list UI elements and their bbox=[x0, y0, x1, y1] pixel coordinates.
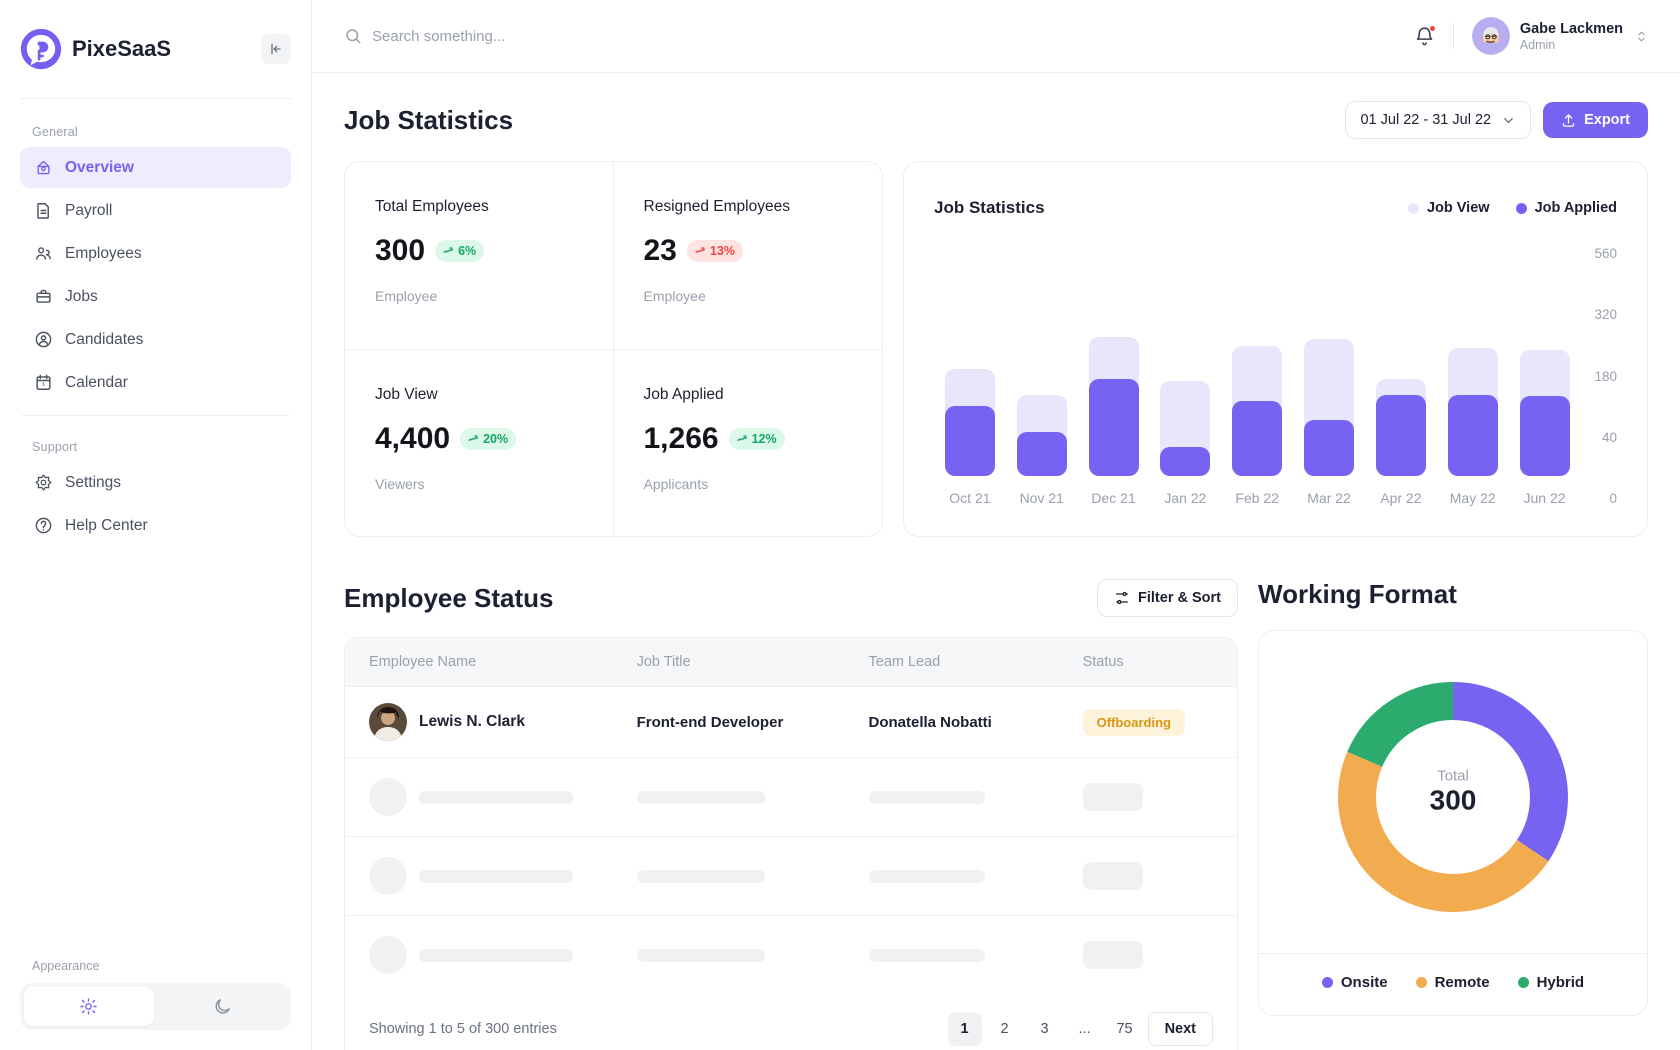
svg-text:1: 1 bbox=[42, 382, 45, 388]
